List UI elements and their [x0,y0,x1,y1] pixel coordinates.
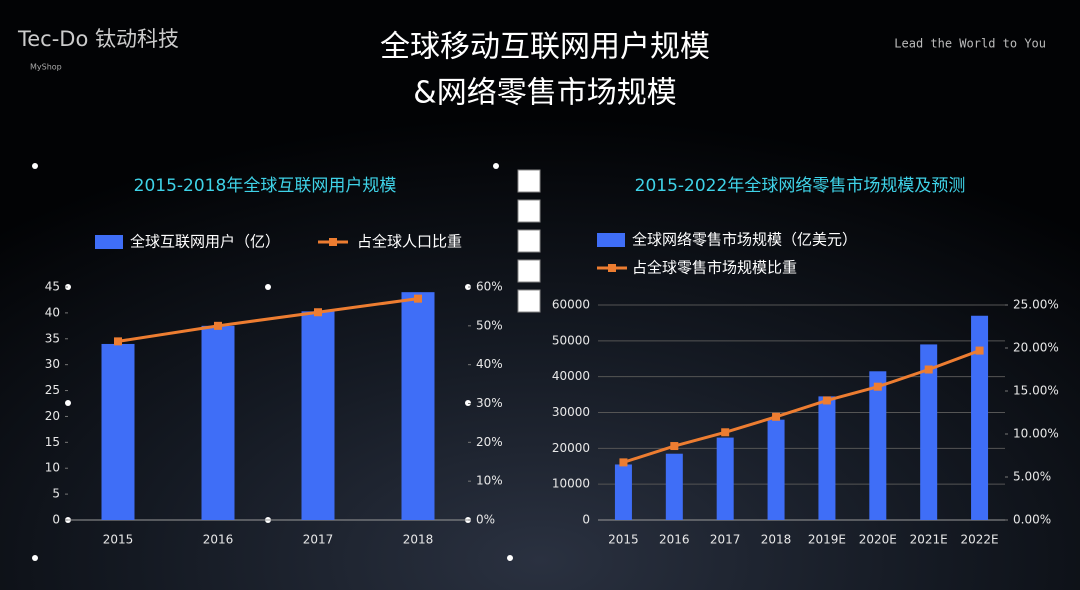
y-tick-label: 0 [52,513,60,527]
line-marker [924,365,933,374]
y2-tick-label: 10.00% [1013,427,1059,441]
x-tick-label: 2018 [403,533,434,547]
chart-title: 2015-2018年全球互联网用户规模 [134,176,397,196]
handles [32,163,513,561]
bar [614,464,632,520]
bar [101,343,135,520]
line-marker [314,308,322,317]
legend-label: 全球互联网用户（亿） [130,233,280,251]
y2-tick-label: 40% [476,357,503,371]
y-tick-label: 50000 [552,333,590,347]
bar [665,453,683,520]
y-tick-label: 10 [45,461,60,475]
line-marker [873,382,882,391]
legend-label: 占全球人口比重 [357,233,462,251]
y2-tick-label: 20% [476,435,503,449]
y-tick-label: 10000 [552,477,590,491]
legend-swatch [597,233,625,247]
bar [971,315,989,520]
bar [920,344,938,520]
bar [301,311,335,520]
line-marker [619,458,628,467]
bar [767,419,785,520]
line-marker [670,442,679,451]
chart-title: 2015-2022年全球网络零售市场规模及预测 [635,176,966,196]
line-marker [822,396,831,405]
bar [716,437,734,520]
legend-swatch [329,238,337,246]
x-tick-label: 2016 [659,533,690,547]
bar [818,396,836,520]
x-tick-label: 2021E [910,533,948,547]
y-tick-label: 25 [45,383,60,397]
logo: Tec-Do 钛动科技 [17,27,179,51]
x-tick-label: 2020E [859,533,897,547]
y-tick-label: 35 [45,331,60,345]
bar [401,292,435,520]
line-marker [772,412,781,421]
legend-swatch [608,264,616,272]
line-marker [214,321,222,330]
toolbar[interactable] [517,169,541,313]
line [117,297,419,343]
legend-label: 全球网络零售市场规模（亿美元） [632,231,857,249]
x-tick-label: 2015 [608,533,639,547]
x-tick-label: 2017 [303,533,334,547]
sublogo: MyShop [30,63,62,72]
y2-tick-label: 0.00% [1013,513,1051,527]
x-tick-label: 2017 [710,533,741,547]
y-tick-label: 40 [45,305,60,319]
line [622,349,981,464]
legend-swatch [95,235,123,249]
y-tick-label: 45 [45,280,60,294]
x-tick-label: 2022E [961,533,999,547]
x-tick-label: 2015 [103,533,134,547]
y-tick-label: 0 [582,513,590,527]
y-tick-label: 30 [45,357,60,371]
y-tick-label: 5 [52,487,60,501]
y-tick-label: 40000 [552,369,590,383]
y-tick-label: 30000 [552,405,590,419]
y-tick-label: 20 [45,409,60,423]
line-marker [414,294,422,303]
bar [869,371,887,520]
y2-tick-label: 10% [476,474,503,488]
line-marker [114,337,122,346]
y2-tick-label: 50% [476,318,503,332]
line-marker [975,346,984,355]
y2-tick-label: 0% [476,513,495,527]
slogan: Lead the World to You [894,37,1046,51]
y2-tick-label: 15.00% [1013,384,1059,398]
x-tick-label: 2018 [761,533,792,547]
legend-label: 占全球零售市场规模比重 [632,259,797,277]
y-tick-label: 20000 [552,441,590,455]
y-tick-label: 60000 [552,298,590,312]
bar [201,325,235,520]
y-tick-label: 15 [45,435,60,449]
y2-tick-label: 25.00% [1013,298,1059,312]
x-tick-label: 2016 [203,533,234,547]
y2-tick-label: 5.00% [1013,470,1051,484]
line-marker [721,428,730,437]
y2-tick-label: 30% [476,396,503,410]
title: &网络零售市场规模 [413,76,676,111]
title: 全球移动互联网用户规模 [380,30,710,65]
x-tick-label: 2019E [808,533,846,547]
y2-tick-label: 60% [476,280,503,294]
y2-tick-label: 20.00% [1013,341,1059,355]
